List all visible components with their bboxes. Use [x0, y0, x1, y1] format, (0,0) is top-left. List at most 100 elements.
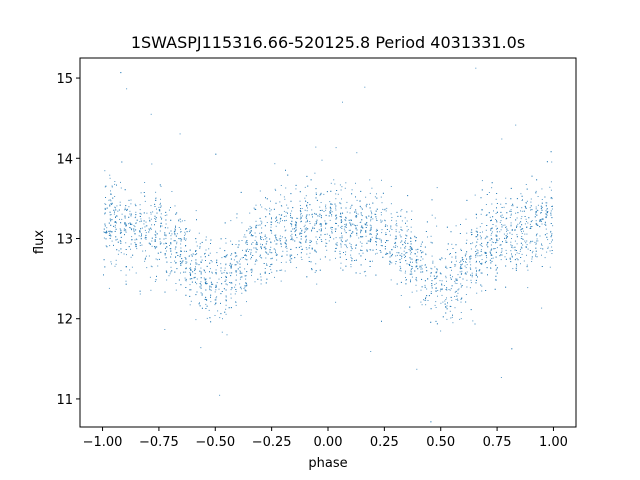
- data-point: [375, 214, 377, 215]
- data-point: [305, 227, 307, 229]
- data-point: [479, 261, 480, 263]
- data-point: [405, 277, 406, 278]
- data-point: [115, 217, 116, 218]
- data-point: [340, 243, 342, 245]
- data-point: [362, 252, 364, 254]
- data-point: [220, 313, 222, 315]
- data-point: [353, 224, 355, 226]
- data-point: [129, 269, 131, 271]
- data-point: [499, 221, 501, 223]
- data-point: [106, 227, 108, 229]
- data-point: [238, 260, 240, 262]
- data-point: [384, 225, 386, 227]
- data-point: [354, 211, 356, 213]
- data-point: [494, 248, 496, 249]
- data-point: [245, 290, 247, 292]
- data-point: [323, 211, 325, 212]
- data-point: [505, 241, 507, 243]
- data-point: [424, 286, 426, 288]
- data-point: [215, 269, 217, 271]
- data-point: [325, 204, 327, 206]
- data-point: [475, 230, 477, 232]
- data-point: [345, 182, 347, 184]
- data-point: [325, 224, 327, 225]
- data-point: [461, 285, 463, 287]
- data-point: [530, 226, 532, 228]
- data-point: [350, 266, 352, 268]
- data-point: [343, 228, 345, 230]
- data-point: [439, 290, 441, 292]
- data-point: [410, 271, 412, 273]
- data-point: [311, 268, 313, 270]
- data-point: [300, 214, 302, 216]
- data-point: [219, 394, 221, 396]
- data-point: [506, 212, 508, 214]
- data-point: [381, 245, 383, 247]
- data-point: [380, 219, 382, 221]
- data-point: [301, 249, 303, 250]
- data-point: [336, 244, 338, 246]
- data-point: [299, 200, 301, 202]
- data-point: [441, 280, 443, 282]
- data-point: [479, 244, 481, 246]
- data-point: [500, 215, 502, 217]
- data-point: [241, 288, 242, 290]
- data-point: [440, 302, 442, 304]
- data-point: [551, 198, 553, 200]
- data-point: [431, 287, 433, 289]
- data-point: [276, 219, 278, 221]
- data-point: [340, 239, 342, 241]
- data-point: [124, 209, 126, 211]
- data-point: [521, 231, 522, 233]
- data-point: [210, 289, 212, 291]
- data-point: [491, 248, 493, 250]
- data-point: [352, 223, 354, 225]
- data-point: [395, 238, 397, 240]
- data-point: [481, 209, 483, 211]
- data-point: [477, 234, 479, 236]
- data-point: [551, 241, 552, 243]
- data-point: [395, 231, 397, 233]
- data-point: [256, 242, 258, 244]
- data-point: [296, 217, 298, 219]
- data-point: [165, 219, 167, 221]
- data-point: [520, 193, 522, 195]
- data-point: [475, 67, 477, 69]
- data-point: [536, 214, 538, 216]
- data-point: [515, 212, 517, 214]
- data-point: [124, 215, 126, 217]
- data-point: [290, 200, 292, 202]
- data-point: [417, 259, 419, 261]
- data-point: [155, 197, 157, 199]
- data-point: [523, 230, 524, 232]
- data-point: [511, 233, 513, 235]
- data-point: [474, 323, 476, 325]
- data-point: [301, 229, 303, 231]
- data-point: [435, 301, 437, 303]
- data-point: [196, 253, 198, 254]
- data-point: [260, 283, 262, 285]
- data-point: [366, 242, 368, 244]
- data-point: [339, 256, 341, 258]
- data-point: [369, 230, 371, 232]
- data-point: [351, 258, 353, 260]
- data-point: [462, 263, 463, 265]
- data-point: [150, 289, 152, 291]
- data-point: [157, 252, 159, 254]
- data-point: [170, 256, 172, 258]
- data-point: [491, 241, 493, 243]
- data-point: [532, 240, 534, 242]
- data-point: [222, 318, 223, 320]
- data-point: [403, 250, 405, 252]
- data-point: [195, 319, 197, 321]
- data-point: [174, 240, 176, 242]
- data-point: [250, 258, 252, 260]
- data-point: [339, 216, 341, 217]
- data-point: [506, 230, 507, 232]
- data-point: [460, 224, 461, 225]
- data-point: [359, 205, 361, 207]
- data-point: [280, 280, 282, 282]
- data-point: [181, 238, 183, 240]
- data-point: [279, 269, 281, 271]
- data-point: [253, 207, 255, 209]
